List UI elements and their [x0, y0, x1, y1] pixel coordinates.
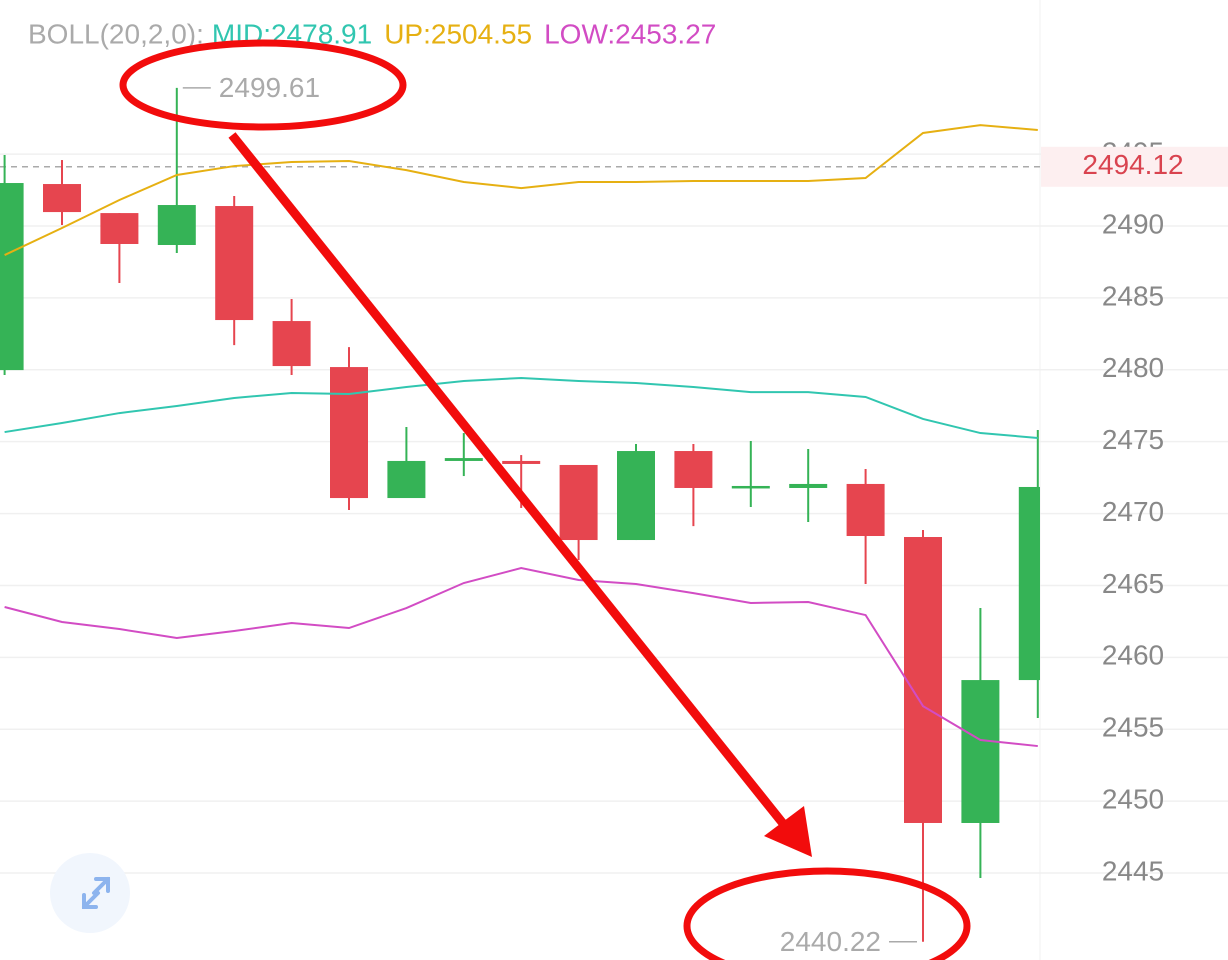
candle-body	[617, 451, 655, 541]
indicator-label: BOLL(20,2,0):	[28, 18, 204, 49]
candle-body	[559, 464, 598, 541]
y-tick-label: 2480	[1102, 352, 1164, 383]
y-tick-label: 2455	[1102, 712, 1164, 743]
annotations: 2499.61 2440.22	[182, 72, 917, 957]
candle-body	[157, 205, 196, 245]
legend: BOLL(20,2,0): MID:2478.91 UP:2504.55 LOW:2…	[28, 18, 716, 49]
y-tick-label: 2485	[1102, 280, 1164, 311]
expand-icon	[82, 877, 110, 909]
candle-body	[272, 321, 311, 367]
candle-body	[0, 183, 24, 371]
annotation-label: 2499.61	[219, 72, 320, 103]
y-tick-label: 2465	[1102, 568, 1164, 599]
y-tick-label: 2460	[1102, 640, 1164, 671]
candle-body	[904, 537, 942, 823]
candle-body	[846, 483, 885, 537]
candle-body	[789, 483, 828, 488]
candle-body	[674, 451, 713, 488]
legend-entry: UP:2504.55	[384, 18, 532, 49]
candle-body	[215, 206, 254, 321]
last-price-label: 2494.12	[1082, 149, 1183, 180]
candle-body	[731, 485, 770, 489]
candle-body	[387, 460, 426, 499]
candle-body	[330, 367, 368, 499]
y-axis: 2445 2450 2455 2460 2465 2470 2475 2480 2485 2490…	[1041, 137, 1228, 886]
candle-body	[1018, 486, 1040, 681]
annotation-label: 2440.22	[780, 926, 881, 957]
highlight-circle	[683, 867, 971, 960]
boll-line	[4, 567, 1038, 748]
y-tick-label: 2490	[1102, 208, 1164, 239]
y-tick-label: 2475	[1102, 424, 1164, 455]
candle-body	[43, 184, 81, 213]
plot-area	[0, 87, 1040, 942]
candle-body	[100, 213, 139, 244]
expand-button[interactable]	[50, 853, 130, 933]
y-tick-label: 2470	[1102, 496, 1164, 527]
highlight-circle	[119, 39, 407, 131]
grid	[0, 153, 1228, 874]
y-tick-label: 2445	[1102, 855, 1164, 886]
candle-body	[444, 458, 483, 461]
last-price-box	[1041, 146, 1228, 187]
hand-drawn-markup	[119, 39, 971, 960]
boll-line	[4, 376, 1038, 439]
candle-body	[961, 680, 1000, 823]
arrow-head	[764, 806, 812, 857]
candle-body	[502, 460, 541, 464]
y-tick-label: 2450	[1102, 784, 1164, 815]
arrow-shaft	[228, 132, 789, 829]
boll-line	[4, 124, 1038, 256]
legend-entry: LOW:2453.27	[544, 18, 716, 49]
